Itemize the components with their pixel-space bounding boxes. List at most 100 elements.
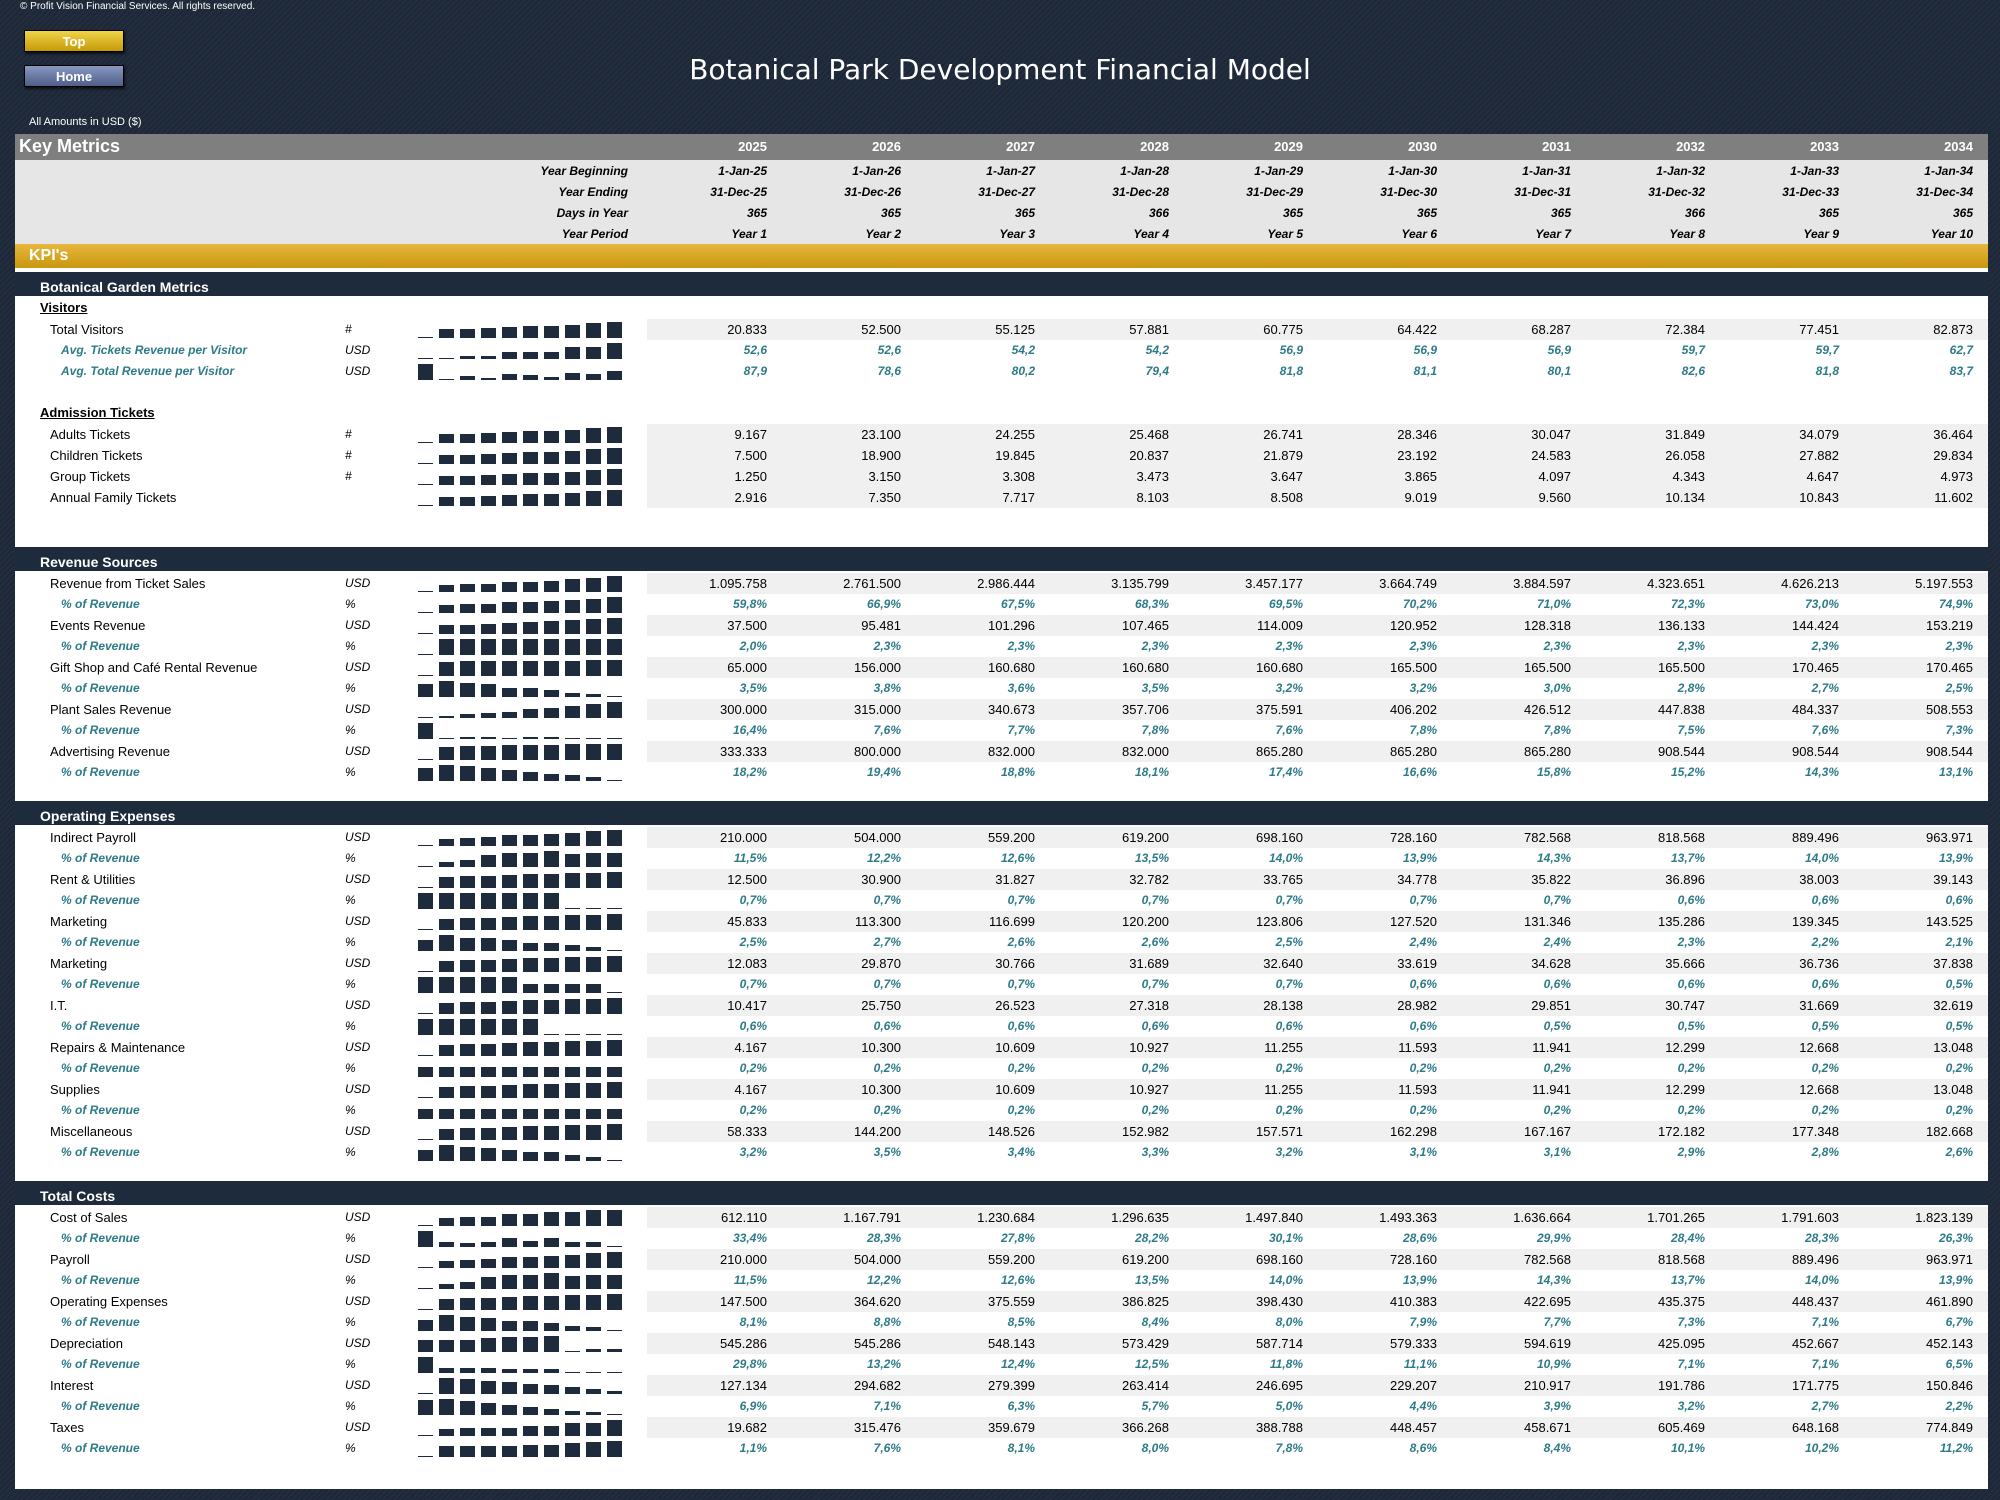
row-label: Miscellaneous — [50, 1124, 133, 1139]
sparkline-bar — [586, 908, 601, 909]
value-cell: 148.526 — [988, 1124, 1035, 1139]
value-cell: 160.680 — [988, 660, 1035, 675]
metric-row: Gift Shop and Café Rental Revenue USD 65.0… — [15, 657, 1988, 678]
value-cell: 0,2% — [1409, 1103, 1437, 1117]
value-cell: 0,6% — [1811, 977, 1839, 991]
sparkline-bar — [418, 1150, 433, 1161]
sparkline-bar — [607, 490, 622, 506]
sparkline-bar — [544, 690, 559, 697]
home-button[interactable]: Home — [24, 65, 124, 87]
value-cell: 165.500 — [1390, 660, 1437, 675]
row-label: Revenue from Ticket Sales — [50, 576, 206, 591]
value-cell: 23.192 — [1397, 448, 1437, 463]
value-cell: 160.680 — [1256, 660, 1303, 675]
sparkline-bar — [460, 1428, 475, 1436]
value-cell: 14,3% — [1804, 765, 1839, 779]
value-cell: 13,2% — [866, 1357, 901, 1371]
value-cell: 14,3% — [1536, 851, 1571, 865]
sparkline-bar — [607, 343, 622, 359]
metric-row: % of Revenue% 3,5% 3,8% 3,6% 3,5% 3,2% 3,2% 3,0… — [15, 678, 1988, 699]
value-cell: 3.308 — [1002, 469, 1035, 484]
header-cell: 1-Jan-25 — [718, 164, 767, 178]
value-cell: 889.496 — [1792, 830, 1839, 845]
sparkline — [418, 1067, 622, 1077]
value-cell: 1.095.758 — [709, 576, 767, 591]
top-button[interactable]: Top — [24, 30, 124, 52]
header-cell: 366 — [1148, 206, 1169, 220]
sparkline-bar — [523, 375, 538, 380]
sparkline-bar — [418, 977, 433, 993]
row-unit: % — [345, 1103, 356, 1117]
value-cell: 2.986.444 — [977, 576, 1035, 591]
header-cell: 31-Dec-27 — [978, 185, 1035, 199]
value-cell: 2,3% — [1543, 639, 1571, 653]
sparkline-bar — [460, 625, 475, 634]
value-cell: 10.134 — [1665, 490, 1705, 505]
row-unit: % — [345, 597, 356, 611]
sparkline-cell — [418, 1145, 630, 1161]
sparkline-bar — [481, 1019, 496, 1035]
sparkline-bar — [586, 1349, 601, 1352]
sparkline-bar — [439, 839, 454, 846]
row-unit: % — [345, 681, 356, 695]
sparkline-bar — [418, 484, 433, 485]
sparkline-bar — [481, 684, 496, 697]
value-cell: 26.523 — [995, 998, 1035, 1013]
sparkline-bar — [502, 1428, 517, 1436]
metric-row: % of Revenue% 11,5% 12,2% 12,6% 13,5% 14,0% 13… — [15, 1270, 1988, 1291]
sparkline-bar — [481, 1086, 496, 1098]
value-cell: 13,9% — [1402, 1273, 1437, 1287]
sparkline-bar — [460, 1128, 475, 1140]
sparkline-bar — [439, 1340, 454, 1352]
sparkline — [418, 1019, 622, 1035]
value-cells: 12.083 29.870 30.766 31.689 32.640 33.619 34.6… — [647, 953, 1988, 974]
sparkline-bar — [460, 1002, 475, 1014]
value-cell: 0,6% — [1409, 1019, 1437, 1033]
value-cells: 300.000 315.000 340.673 357.706 375.591 406.2… — [647, 699, 1988, 720]
value-cells: 545.286 545.286 548.143 573.429 587.714 579.3… — [647, 1333, 1988, 1354]
sparkline-cell — [418, 765, 630, 781]
value-cell: 3.457.177 — [1245, 576, 1303, 591]
value-cell: 406.202 — [1390, 702, 1437, 717]
value-cell: 16,4% — [732, 723, 767, 737]
sparkline-cell — [418, 576, 630, 592]
sparkline-cell — [418, 1231, 630, 1247]
sparkline-bar — [607, 1252, 622, 1268]
value-cell: 18,1% — [1134, 765, 1169, 779]
value-cell: 11.941 — [1532, 1082, 1571, 1097]
value-cell: 1.230.684 — [977, 1210, 1035, 1225]
value-cell: 3.865 — [1404, 469, 1437, 484]
value-cell: 7,1% — [873, 1399, 901, 1413]
sparkline-bar — [586, 1242, 601, 1247]
value-cell: 3.473 — [1136, 469, 1169, 484]
year-label: 2034 — [1944, 139, 1973, 154]
sparkline-bar — [523, 494, 538, 506]
sparkline-bar — [586, 660, 601, 676]
sparkline-bar — [418, 893, 433, 909]
value-cell: 13,9% — [1402, 851, 1437, 865]
sparkline-bar — [418, 442, 433, 443]
value-cell: 229.207 — [1390, 1378, 1437, 1393]
value-cell: 375.591 — [1256, 702, 1303, 717]
value-cell: 10.927 — [1129, 1082, 1169, 1097]
value-cell: 422.695 — [1524, 1294, 1571, 1309]
sparkline-bar — [502, 770, 517, 781]
sparkline-bar — [439, 585, 454, 592]
sparkline-bar — [607, 992, 622, 993]
sparkline-bar — [418, 358, 433, 359]
section-title: Revenue Sources — [40, 554, 158, 570]
header-cell: 365 — [746, 206, 767, 220]
sparkline-bar — [502, 1001, 517, 1014]
row-unit: USD — [345, 830, 371, 844]
row-unit: # — [345, 448, 352, 462]
sparkline-bar — [523, 1445, 538, 1457]
sparkline-bar — [523, 1257, 538, 1268]
metric-row: % of Revenue% 11,5% 12,2% 12,6% 13,5% 14,0% 13… — [15, 848, 1988, 869]
sparkline-bar — [481, 584, 496, 592]
sparkline-bar — [565, 1295, 580, 1310]
sparkline-bar — [460, 960, 475, 972]
sparkline-bar — [439, 1446, 454, 1457]
sparkline-bar — [481, 960, 496, 972]
value-cell: 10.417 — [727, 998, 767, 1013]
sparkline-bar — [439, 1261, 454, 1268]
